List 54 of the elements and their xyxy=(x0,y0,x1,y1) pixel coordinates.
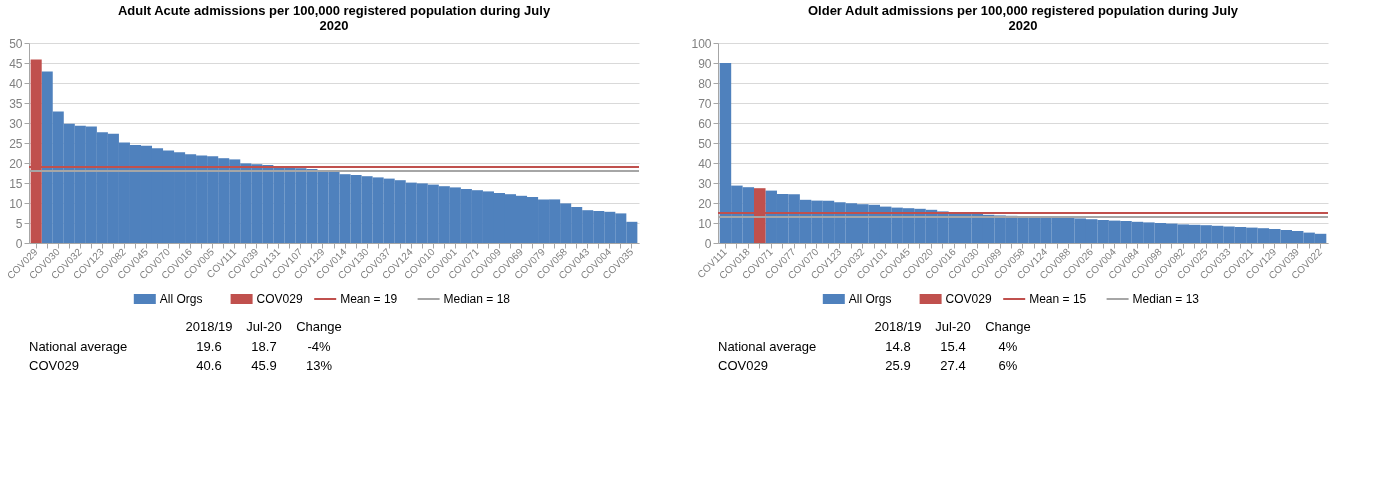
text: 15.4 xyxy=(940,339,966,354)
legend-label: COV029 xyxy=(256,292,303,306)
text: 2018/19 xyxy=(874,319,922,334)
y-tick-label: 10 xyxy=(698,216,712,231)
text: 40.6 xyxy=(196,358,222,373)
text: COV029 xyxy=(29,358,79,373)
text: 27.4 xyxy=(940,358,966,373)
y-tick-label: 70 xyxy=(698,96,712,111)
text: COV029 xyxy=(718,358,768,373)
text: National average xyxy=(29,339,128,354)
y-tick-label: 20 xyxy=(698,196,712,211)
legend-label: Mean = 19 xyxy=(340,292,398,306)
y-tick-label: 100 xyxy=(691,36,712,51)
y-tick-label: 0 xyxy=(704,236,712,251)
y-tick-label: 25 xyxy=(9,136,23,151)
legend-label: COV029 xyxy=(945,292,992,306)
text: 19.6 xyxy=(196,339,222,354)
y-tick-label: 60 xyxy=(698,116,712,131)
y-tick-label: 90 xyxy=(698,56,712,71)
y-tick-label: 80 xyxy=(698,76,712,91)
text: Change xyxy=(296,319,342,334)
legend-label: All Orgs xyxy=(159,292,203,306)
text: National average xyxy=(718,339,817,354)
chart-title: Older Adult admissions per 100,000 registered population during July 2020 xyxy=(807,3,1239,33)
y-tick-label: 50 xyxy=(698,136,712,151)
legend-label: Median = 18 xyxy=(443,292,511,306)
y-tick-label: 10 xyxy=(9,196,23,211)
y-tick-label: 5 xyxy=(15,216,23,231)
y-tick-label: 15 xyxy=(9,176,23,191)
legend-label: All Orgs xyxy=(848,292,892,306)
text: 13% xyxy=(305,358,333,373)
legend-label: Mean = 15 xyxy=(1029,292,1087,306)
y-tick-label: 30 xyxy=(698,176,712,191)
text: 6% xyxy=(998,358,1018,373)
y-tick-label: 40 xyxy=(9,76,23,91)
y-tick-label: 20 xyxy=(9,156,23,171)
text: 2018/19 xyxy=(185,319,233,334)
text: 45.9 xyxy=(251,358,277,373)
text: 4% xyxy=(998,339,1018,354)
y-tick-label: 30 xyxy=(9,116,23,131)
legend-label: Median = 13 xyxy=(1132,292,1200,306)
text: Change xyxy=(985,319,1031,334)
text: 25.9 xyxy=(885,358,911,373)
y-tick-label: 45 xyxy=(9,56,23,71)
text: -4% xyxy=(307,339,331,354)
chart-title: Adult Acute admissions per 100,000 registered population during July 2020 xyxy=(117,3,551,33)
y-tick-label: 35 xyxy=(9,96,23,111)
y-tick-label: 50 xyxy=(9,36,23,51)
text: Jul-20 xyxy=(246,319,282,334)
text: 18.7 xyxy=(251,339,277,354)
text: 14.8 xyxy=(885,339,911,354)
y-tick-label: 40 xyxy=(698,156,712,171)
y-tick-label: 0 xyxy=(15,236,23,251)
text: Jul-20 xyxy=(935,319,971,334)
